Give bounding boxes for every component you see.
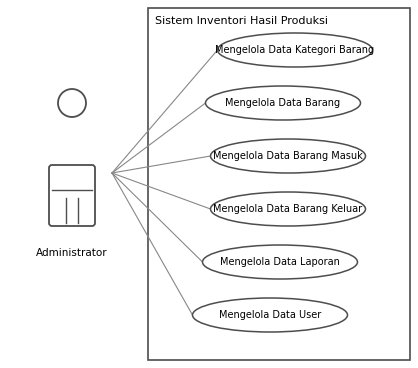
Circle shape bbox=[58, 89, 86, 117]
Ellipse shape bbox=[206, 86, 360, 120]
Ellipse shape bbox=[202, 245, 357, 279]
FancyBboxPatch shape bbox=[49, 165, 95, 226]
Text: Mengelola Data Barang Keluar: Mengelola Data Barang Keluar bbox=[214, 204, 362, 214]
Ellipse shape bbox=[193, 298, 347, 332]
Text: Sistem Inventori Hasil Produksi: Sistem Inventori Hasil Produksi bbox=[155, 16, 328, 26]
Bar bbox=[148, 8, 410, 360]
Ellipse shape bbox=[211, 139, 365, 173]
Ellipse shape bbox=[217, 33, 372, 67]
Text: Mengelola Data Barang Masuk: Mengelola Data Barang Masuk bbox=[213, 151, 363, 161]
Text: Mengelola Data Laporan: Mengelola Data Laporan bbox=[220, 257, 340, 267]
Text: Mengelola Data Kategori Barang: Mengelola Data Kategori Barang bbox=[215, 45, 375, 55]
Text: Mengelola Data User: Mengelola Data User bbox=[219, 310, 321, 320]
Ellipse shape bbox=[211, 192, 365, 226]
Text: Administrator: Administrator bbox=[36, 248, 108, 258]
Text: Mengelola Data Barang: Mengelola Data Barang bbox=[225, 98, 341, 108]
